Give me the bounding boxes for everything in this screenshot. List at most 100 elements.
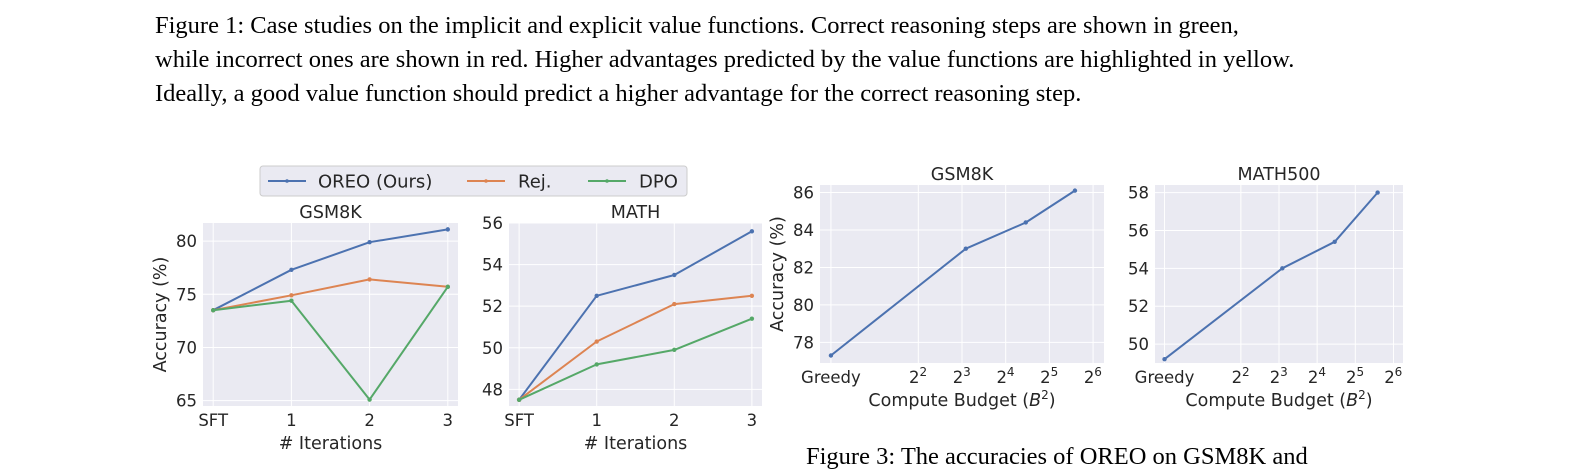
y-axis-label: Accuracy (%)	[768, 216, 788, 332]
data-point	[594, 339, 599, 344]
data-point	[963, 246, 969, 251]
chart-title: GSM8K	[299, 203, 362, 223]
legend-entry-oreo: OREO (Ours)	[268, 172, 432, 193]
series-line-0	[830, 189, 1076, 357]
figure-3-caption: Figure 3: The accuracies of OREO on GSM8…	[806, 443, 1308, 470]
y-tick-label: 50	[482, 339, 503, 358]
y-tick-label: 52	[482, 297, 503, 316]
data-point	[828, 353, 834, 358]
x-tick-label: 2	[1084, 368, 1095, 387]
x-axis-label: # Iterations	[279, 434, 383, 454]
x-tick-label: 1	[286, 411, 297, 430]
x-tick-label: 1	[591, 411, 602, 430]
data-point	[1162, 357, 1167, 362]
caption-line: Figure 1: Case studies on the implicit a…	[155, 12, 1239, 39]
x-tick-exponent: 6	[1395, 365, 1403, 379]
legend-marker-rej	[484, 179, 488, 183]
data-point	[211, 308, 216, 313]
data-point	[749, 293, 755, 298]
data-point	[672, 301, 677, 307]
y-tick-label: 52	[1128, 297, 1149, 316]
data-point	[1280, 266, 1285, 271]
series-line-1	[213, 278, 448, 312]
x-tick-label: 2	[1308, 368, 1319, 387]
data-point	[594, 293, 599, 298]
data-point	[594, 362, 599, 367]
x-tick-label: 2	[1346, 368, 1357, 387]
legend-label-dpo: DPO	[639, 172, 678, 193]
x-axis-label: Compute Budget (B2)	[1185, 388, 1372, 411]
x-tick-exponent: 3	[963, 365, 971, 379]
x-tick-exponent: 6	[1094, 365, 1102, 379]
chart-1: 48 50 52 54 56 SFT 1 2 3 MATH # Iterations	[482, 203, 762, 454]
data-point	[1375, 190, 1380, 195]
y-tick-label: 65	[176, 392, 197, 411]
data-point	[289, 298, 294, 303]
data-point	[749, 316, 755, 321]
chart-title: MATH500	[1238, 165, 1321, 185]
chart-title: GSM8K	[931, 165, 994, 185]
legend-label-oreo: OREO (Ours)	[318, 172, 432, 193]
data-point	[516, 397, 522, 402]
legend-marker-oreo	[285, 179, 289, 183]
x-tick-label: 3	[443, 411, 454, 430]
x-tick-exponent: 2	[919, 365, 927, 379]
x-tick-exponent: 5	[1356, 365, 1364, 379]
x-tick-label: 2	[953, 368, 964, 387]
data-point	[445, 284, 450, 290]
x-tick-label: 2	[1040, 368, 1051, 387]
series-line-2	[518, 317, 753, 401]
x-axis-label: # Iterations	[584, 434, 688, 454]
caption-line: Ideally, a good value function should pr…	[155, 80, 1082, 107]
x-tick-label: Greedy	[801, 368, 861, 387]
x-tick-exponent: 4	[1318, 365, 1326, 379]
data-point	[289, 293, 294, 298]
x-tick-label: 2	[1384, 368, 1395, 387]
x-tick-exponent: 5	[1051, 365, 1059, 379]
legend: OREO (Ours) Rej. DPO	[259, 165, 688, 197]
series-line-0	[212, 228, 448, 312]
x-tick-label: 2	[996, 368, 1007, 387]
legend-marker-dpo	[605, 179, 609, 183]
x-tick-label: SFT	[504, 411, 535, 430]
y-tick-label: 56	[482, 214, 503, 233]
x-tick-exponent: 4	[1007, 365, 1015, 379]
data-point	[367, 277, 372, 282]
y-tick-label: 82	[793, 258, 814, 277]
y-tick-label: 86	[793, 183, 814, 202]
y-tick-label: 80	[176, 232, 197, 251]
x-tick-label: 2	[364, 411, 375, 430]
y-tick-label: 84	[793, 221, 814, 240]
data-point	[672, 347, 677, 353]
data-point	[1023, 220, 1028, 225]
y-tick-label: 78	[793, 333, 814, 352]
y-tick-label: 75	[176, 285, 197, 304]
x-tick-label: Greedy	[1135, 368, 1195, 387]
y-tick-label: 70	[176, 338, 197, 357]
y-tick-label: 54	[482, 256, 503, 275]
data-point	[1332, 239, 1337, 245]
y-tick-label: 48	[482, 380, 503, 399]
x-tick-label: 2	[1232, 368, 1243, 387]
figure-1-caption: Figure 1: Case studies on the implicit a…	[155, 9, 1425, 111]
x-tick-label: SFT	[198, 411, 229, 430]
x-tick-label: 2	[1270, 368, 1281, 387]
series-line-0	[1163, 191, 1379, 360]
x-tick-exponent: 3	[1280, 365, 1288, 379]
data-point	[1072, 188, 1078, 193]
legend-entry-rej: Rej.	[467, 172, 552, 193]
x-tick-label: 2	[909, 368, 920, 387]
legend-label-rej: Rej.	[518, 172, 552, 193]
data-point	[672, 272, 677, 278]
series-line-2	[213, 286, 449, 401]
x-tick-label: 2	[669, 411, 680, 430]
chart-0: 65 70 75 80 SFT 1 2 3 GSM8K # Iterations Accuracy …	[151, 203, 458, 454]
y-axis-label: Accuracy (%)	[151, 257, 171, 373]
series-line-1	[518, 294, 753, 401]
y-tick-label: 56	[1128, 221, 1149, 240]
x-tick-label: 3	[747, 411, 758, 430]
